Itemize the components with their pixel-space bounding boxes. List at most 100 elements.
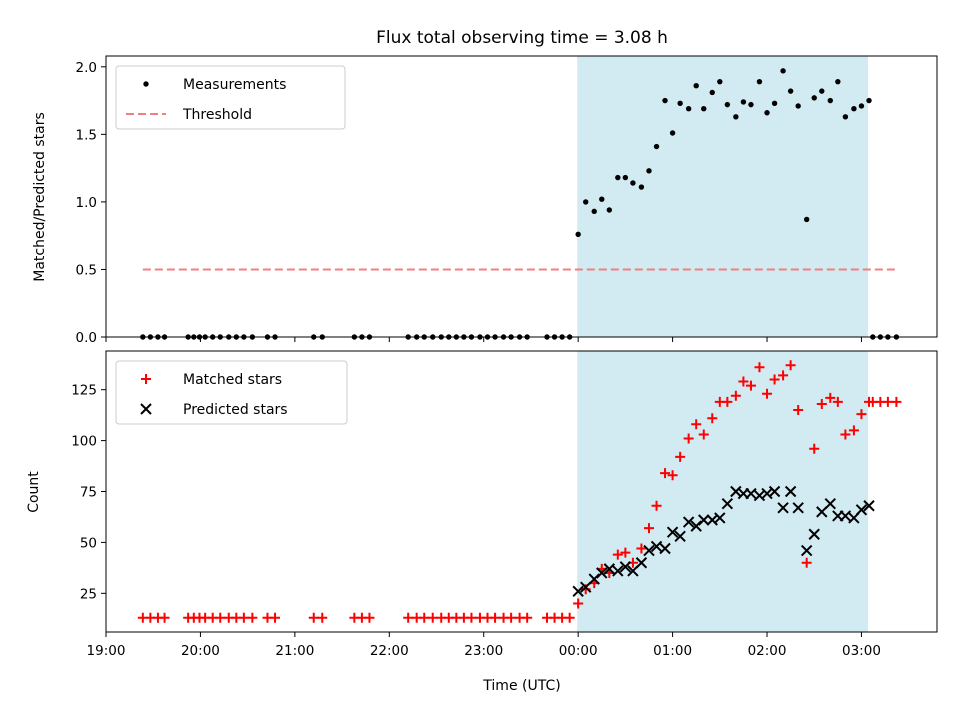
x-axis-label: Time (UTC) [482, 678, 560, 694]
x-tick-label: 19:00 [87, 643, 126, 659]
matched-star-point [891, 396, 902, 407]
y-tick-label: 1.5 [76, 127, 97, 143]
predicted-star-point [824, 498, 836, 510]
matched-star-point [809, 443, 820, 454]
x-tick-label: 23:00 [464, 643, 503, 659]
predicted-star-point [690, 520, 702, 532]
chart-title: Flux total observing time = 3.08 h [376, 28, 668, 48]
predicted-star-point [745, 487, 757, 500]
matched-star-point [364, 612, 375, 623]
predicted-star-point [603, 563, 616, 575]
measurement-point [606, 207, 613, 213]
matched-star-point [620, 547, 631, 558]
measurement-point [709, 89, 715, 96]
measurement-point [866, 97, 872, 104]
predicted-star-point [643, 544, 655, 557]
matched-star-point [667, 470, 678, 481]
measurement-point [646, 168, 652, 174]
measurement-point [630, 180, 636, 186]
matched-star-point [840, 429, 851, 440]
predicted-star-point [596, 567, 608, 579]
predicted-star-point [619, 561, 632, 573]
matched-star-point [683, 433, 694, 444]
matched-star-point [159, 612, 170, 623]
measurement-point [748, 101, 754, 108]
legend-label: Measurements [183, 77, 286, 93]
predicted-star-point [839, 510, 852, 522]
measurement-point [583, 199, 589, 205]
measurement-point [811, 95, 817, 101]
predicted-star-point [768, 485, 781, 498]
matched-star-point [730, 390, 741, 401]
legend-box [115, 65, 346, 130]
predicted-star-point [777, 502, 789, 514]
predicted-star-point [650, 540, 663, 553]
y-tick-label: 0.0 [76, 330, 97, 346]
x-tick-label: 01:00 [653, 643, 692, 659]
measurement-point [693, 83, 699, 89]
matched-star-point [793, 405, 804, 416]
matched-star-point [636, 543, 647, 554]
legend-box [115, 360, 348, 425]
matched-star-point [247, 612, 258, 623]
predicted-star-point [674, 530, 686, 543]
measurement-point [669, 130, 676, 136]
measurement-point [733, 114, 739, 120]
matched-star-point [490, 612, 501, 623]
matched-star-point [643, 523, 654, 534]
measurement-point [724, 101, 731, 108]
matched-star-point [801, 557, 812, 568]
measurement-point [803, 216, 810, 223]
axes-frame [105, 55, 938, 338]
matched-star-point [762, 388, 773, 399]
y-tick-label: 2.0 [76, 60, 97, 76]
predicted-star-point [784, 485, 797, 498]
matched-star-point [317, 612, 328, 623]
x-tick-label: 00:00 [559, 643, 598, 659]
ratio-panel: 0.0 0.5 1.0 1.5 2.0 Measurements Threshold [76, 55, 938, 346]
bottom-y-axis-label: Count [26, 471, 42, 513]
matched-star-point [403, 612, 414, 623]
matched-star-point [816, 398, 827, 409]
matched-star-point [506, 612, 517, 623]
matched-star-point [848, 425, 859, 436]
predicted-star-point [800, 544, 813, 557]
matched-star-point [522, 612, 533, 623]
series-predicted-stars [572, 485, 875, 597]
x-tick-label: 03:00 [842, 643, 881, 659]
predicted-star-point [714, 512, 726, 524]
predicted-star-point [698, 514, 710, 526]
matched-star-point [832, 396, 843, 407]
measurement-point [575, 231, 581, 238]
predicted-star-point [863, 500, 875, 512]
matched-star-point [612, 549, 623, 560]
measurement-point [662, 97, 668, 104]
measurement-point [653, 143, 660, 150]
predicted-star-point [572, 585, 584, 597]
matched-star-point [778, 370, 789, 381]
series-measurements [140, 68, 900, 340]
matched-star-point [427, 612, 438, 623]
matched-star-point [882, 396, 893, 407]
measurement-point [842, 114, 849, 120]
predicted-star-point [588, 573, 600, 585]
measurement-point [638, 184, 645, 190]
measurement-point [685, 105, 692, 112]
measurement-point [827, 97, 833, 104]
measurement-point [787, 88, 794, 94]
matched-star-point [745, 380, 756, 391]
count-panel: 19:00 20:00 21:00 22:00 23:00 00:00 01:00 02:00… [71, 350, 938, 659]
matched-star-point [785, 360, 796, 371]
measurement-point [701, 105, 707, 112]
matched-star-point [651, 500, 662, 511]
matched-star-point [769, 374, 780, 385]
y-tick-label: 25 [80, 586, 97, 602]
matched-star-point [564, 612, 575, 623]
matched-star-point [419, 612, 430, 623]
legend: Measurements Threshold [115, 65, 346, 130]
measurement-point [717, 78, 723, 85]
x-tick-label: 21:00 [275, 643, 314, 659]
measurement-point [795, 103, 801, 109]
legend: Matched stars Predicted stars [115, 360, 348, 425]
y-tick-label: 1.0 [76, 195, 97, 211]
